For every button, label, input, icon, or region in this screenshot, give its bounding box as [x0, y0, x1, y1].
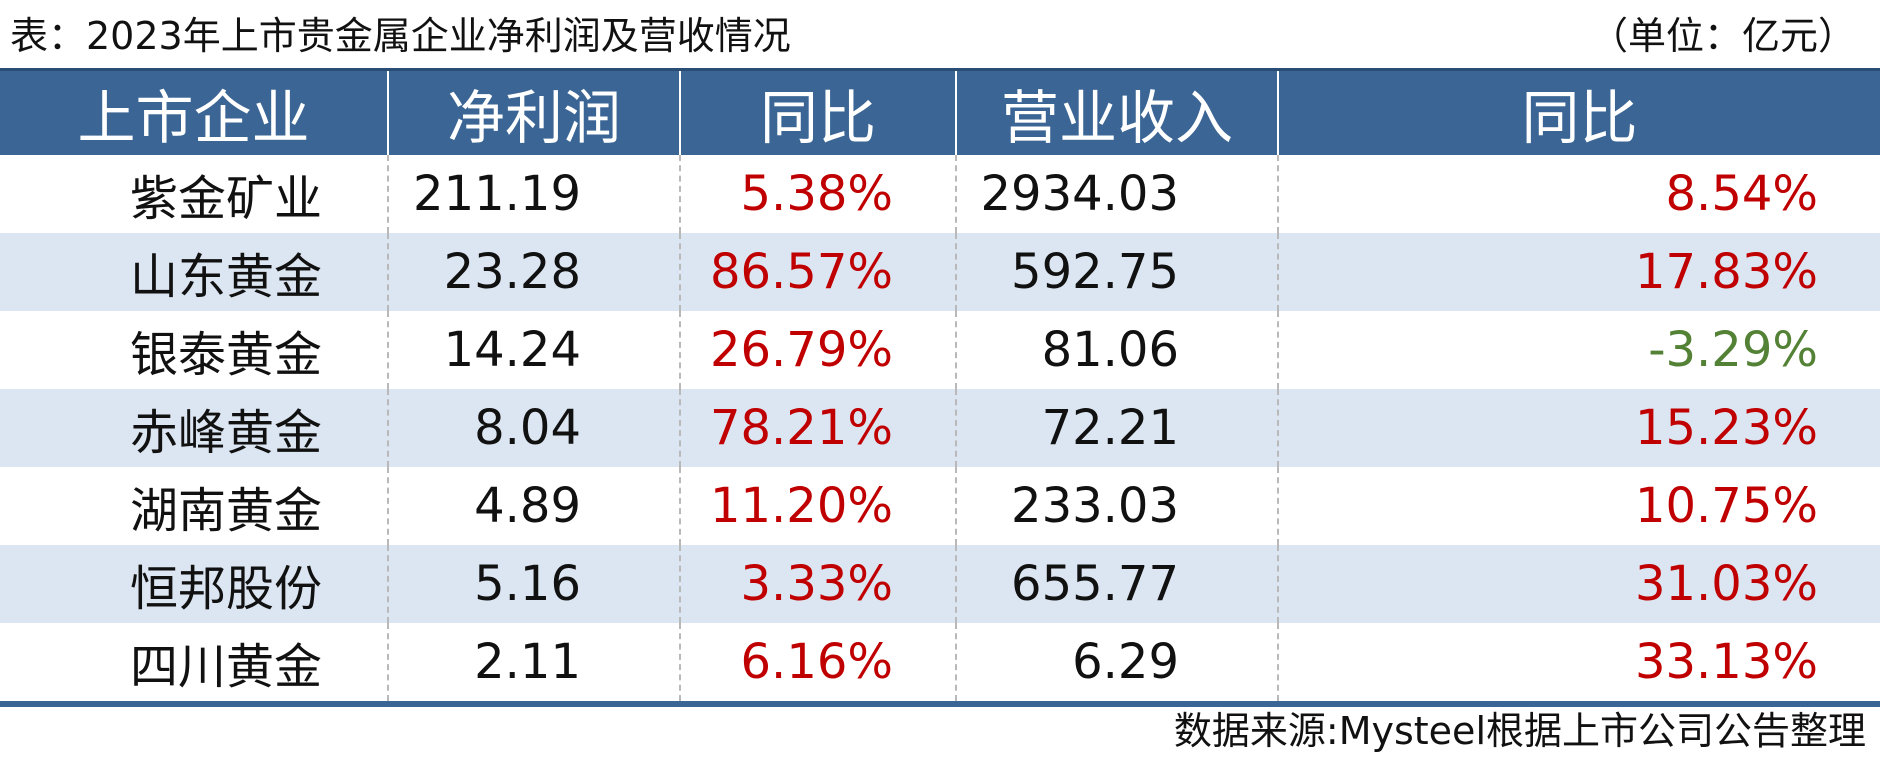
profit-yoy-cell: 3.33% — [679, 545, 956, 623]
profit-yoy-cell: 26.79% — [679, 311, 956, 389]
title-row: 表：2023年上市贵金属企业净利润及营收情况 （单位：亿元） — [10, 6, 1870, 62]
net-profit-cell: 5.16 — [387, 545, 680, 623]
revenue-yoy-cell: 33.13% — [1277, 623, 1880, 707]
company-cell: 四川黄金 — [0, 623, 388, 707]
revenue-cell: 81.06 — [955, 311, 1278, 389]
net-profit-cell: 211.19 — [387, 155, 680, 233]
revenue-yoy-cell: 31.03% — [1277, 545, 1880, 623]
company-cell: 赤峰黄金 — [0, 389, 388, 467]
net-profit-cell: 2.11 — [387, 623, 680, 707]
header-revenue: 营业收入 — [955, 68, 1278, 155]
net-profit-cell: 4.89 — [387, 467, 680, 545]
unit-label: （单位：亿元） — [1589, 14, 1856, 58]
revenue-cell: 655.77 — [955, 545, 1278, 623]
header-company: 上市企业 — [0, 68, 388, 155]
net-profit-cell: 8.04 — [387, 389, 680, 467]
header-row: 上市企业 净利润 同比 营业收入 同比 — [0, 68, 1880, 155]
revenue-yoy-cell: 10.75% — [1277, 467, 1880, 545]
table-row: 银泰黄金 14.24 26.79% 81.06 -3.29% — [0, 311, 1880, 389]
revenue-cell: 2934.03 — [955, 155, 1278, 233]
profit-yoy-cell: 11.20% — [679, 467, 956, 545]
revenue-yoy-cell: 8.54% — [1277, 155, 1880, 233]
profit-yoy-cell: 5.38% — [679, 155, 956, 233]
revenue-cell: 6.29 — [955, 623, 1278, 707]
company-cell: 紫金矿业 — [130, 171, 323, 227]
company-cell: 恒邦股份 — [0, 545, 388, 623]
table-row: 恒邦股份 5.16 3.33% 655.77 31.03% — [0, 545, 1880, 623]
profit-yoy-cell: 6.16% — [679, 623, 956, 707]
company-cell: 山东黄金 — [0, 233, 388, 311]
table-row: 紫金矿业 211.19 5.38% 2934.03 8.54% — [0, 155, 1880, 233]
revenue-yoy-cell: 15.23% — [1277, 389, 1880, 467]
header-profit-yoy: 同比 — [679, 68, 956, 155]
table-row: 山东黄金 23.28 86.57% 592.75 17.83% — [0, 233, 1880, 311]
revenue-yoy-cell: -3.29% — [1277, 311, 1880, 389]
header-revenue-yoy: 同比 — [1277, 68, 1880, 155]
net-profit-cell: 23.28 — [387, 233, 680, 311]
table-row: 湖南黄金 4.89 11.20% 233.03 10.75% — [0, 467, 1880, 545]
data-table: 上市企业 净利润 同比 营业收入 同比 紫金矿业 211.19 5.38% 29… — [0, 68, 1880, 707]
table-row: 四川黄金 2.11 6.16% 6.29 33.13% — [0, 623, 1880, 707]
company-cell: 湖南黄金 — [130, 483, 323, 539]
revenue-cell: 72.21 — [955, 389, 1278, 467]
profit-yoy-cell: 86.57% — [679, 233, 956, 311]
revenue-yoy-cell: 17.83% — [1277, 233, 1880, 311]
table-title: 表：2023年上市贵金属企业净利润及营收情况 — [10, 14, 791, 58]
company-cell: 银泰黄金 — [130, 327, 323, 383]
profit-yoy-cell: 78.21% — [679, 389, 956, 467]
table-row: 赤峰黄金 8.04 78.21% 72.21 15.23% — [0, 389, 1880, 467]
revenue-cell: 592.75 — [955, 233, 1278, 311]
source-note: 数据来源:Mysteel根据上市公司公告整理 — [1173, 709, 1866, 753]
revenue-cell: 233.03 — [955, 467, 1278, 545]
header-net-profit: 净利润 — [387, 68, 680, 155]
net-profit-cell: 14.24 — [387, 311, 680, 389]
